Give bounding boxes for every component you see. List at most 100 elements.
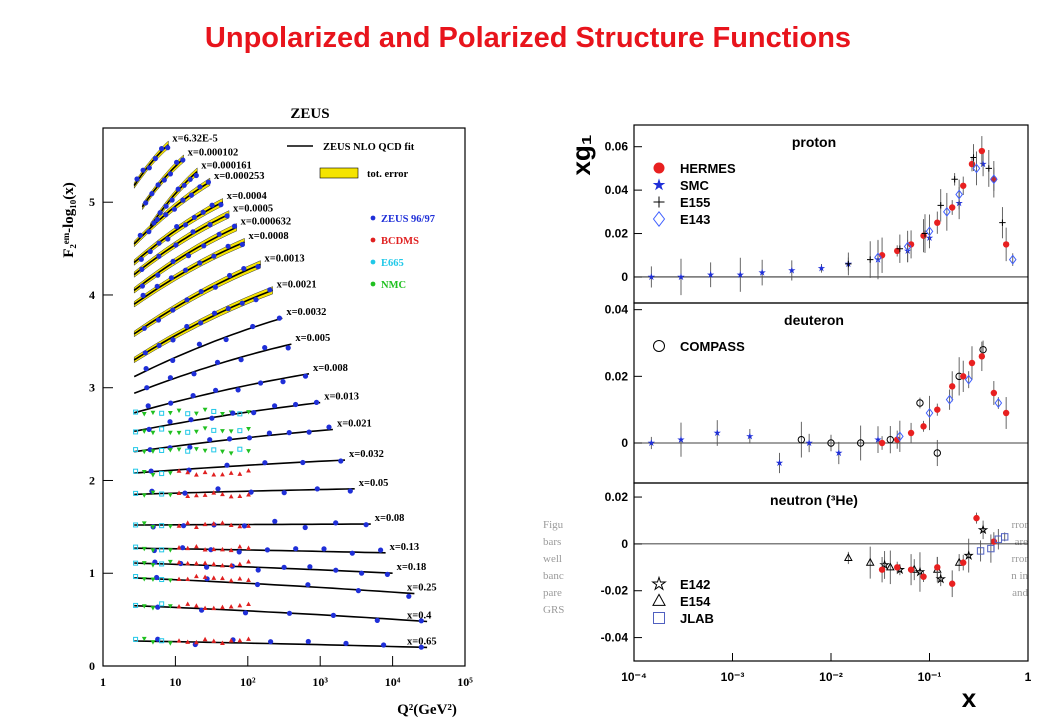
e665-point [211, 408, 217, 414]
e154-marker [865, 557, 875, 566]
zeus-point [155, 182, 161, 188]
zeus-point [154, 283, 160, 289]
zeus-point [170, 337, 176, 343]
zeus-point [253, 297, 259, 303]
e665-point [133, 468, 139, 474]
bin-label: x=0.0004 [227, 191, 268, 202]
nmc-point [167, 548, 173, 553]
smc-marker [775, 459, 784, 467]
zeus-point [174, 224, 180, 230]
e155-marker [951, 176, 958, 183]
nmc-point [167, 448, 173, 453]
zeus-point [378, 547, 384, 553]
bin-label: x=0.0021 [277, 279, 317, 290]
hermes-marker [894, 247, 901, 255]
zeus-point [381, 642, 387, 648]
bcdms-point [185, 601, 191, 606]
nmc-point [150, 473, 156, 478]
e665-point [159, 523, 165, 529]
smc-marker [647, 439, 655, 447]
caption-fragment: pare [543, 587, 562, 599]
bin-label: x=0.013 [324, 392, 359, 403]
zeus-point [250, 323, 256, 330]
zeus-point [198, 320, 204, 326]
e143-marker [945, 394, 954, 405]
nmc-point [141, 546, 147, 552]
nmc-point [228, 429, 234, 434]
bin-label: x=0.4 [407, 610, 432, 621]
zeus-point [359, 570, 365, 576]
bcdms-point [246, 577, 251, 582]
bcdms-point [228, 604, 234, 609]
panel-title: proton [792, 134, 836, 150]
e155-marker [653, 196, 665, 208]
legend-marker [370, 237, 376, 243]
bin-label: x=0.000161 [201, 161, 252, 172]
smc-marker [652, 178, 666, 191]
e665-point [133, 574, 139, 580]
nmc-point [228, 451, 234, 456]
e665-point [133, 560, 139, 566]
bcdms-point [246, 636, 251, 641]
nmc-point [220, 449, 225, 455]
zeus-point [187, 176, 193, 182]
zeus-point [170, 258, 176, 264]
slide-title: Unpolarized and Polarized Structure Func… [204, 22, 852, 54]
error-band [133, 286, 273, 364]
zeus-point [149, 191, 155, 197]
caption-fragment: n in [1011, 570, 1028, 582]
panel-3: 0.02 0 -0.02 -0.04 neutron (³He) E142 E154 JLAB [601, 482, 1029, 662]
compass-marker [933, 449, 941, 457]
panel-1: 0 0.02 0.04 0.06 proton HERMES SMC E155 E143 [605, 124, 1029, 304]
zeus-point [293, 401, 299, 408]
fit-curve [133, 263, 261, 335]
x-tick-label: 10² [240, 675, 256, 689]
zeus-point [170, 307, 176, 313]
zeus-point [272, 403, 278, 409]
bin-label: x=0.05 [359, 478, 389, 489]
hermes-marker [907, 429, 915, 437]
e143-marker [652, 211, 666, 227]
nmc-point [150, 606, 156, 611]
legend-fit-label: ZEUS NLO QCD fit [323, 142, 415, 153]
fit-curve [134, 428, 333, 453]
y-tick-label: 0 [621, 436, 628, 450]
bcdms-point [237, 544, 243, 549]
zeus-point [141, 325, 147, 331]
zeus-point [209, 415, 215, 421]
zeus-point [276, 315, 282, 321]
nmc-point [193, 411, 199, 416]
zeus-plot-frame [102, 127, 466, 667]
nmc-point [167, 559, 173, 565]
zeus-point [167, 171, 173, 177]
legend-entry: NMC [381, 280, 406, 291]
zeus-point [155, 636, 161, 642]
nmc-point [167, 410, 173, 416]
bcdms-point [228, 494, 234, 499]
legend-entry: E154 [680, 594, 711, 609]
caption-fragment: bars [543, 536, 561, 548]
nmc-point [141, 561, 147, 566]
nmc-point [150, 449, 156, 454]
nmc-point [202, 407, 208, 413]
caption-left-fragments: Figu bars well banc pare GRS [543, 519, 564, 616]
nmc-point [150, 410, 156, 416]
y-tick-label: 0.02 [605, 227, 629, 241]
e142-marker [914, 566, 926, 577]
zeus-point [333, 567, 339, 573]
zeus-point [242, 610, 249, 616]
bcdms-point [237, 471, 243, 476]
bcdms-point [193, 472, 199, 477]
bcdms-point [246, 492, 251, 497]
bcdms-point [220, 604, 225, 610]
y-tick-label: 0.04 [605, 303, 629, 317]
e665-point [159, 561, 165, 567]
compass-marker [979, 345, 987, 354]
e155-marker [845, 260, 852, 268]
bcdms-point [246, 601, 251, 607]
nmc-point [167, 524, 173, 529]
zeus-point [418, 618, 424, 624]
nmc-point [150, 525, 156, 530]
bin-label: x=0.008 [313, 363, 348, 374]
